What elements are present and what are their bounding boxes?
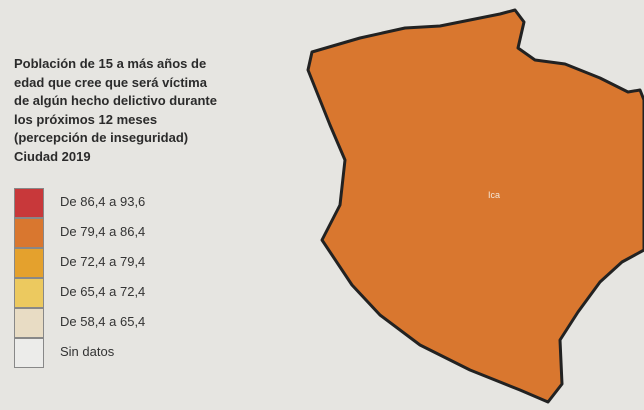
legend-title-line: Ciudad 2019 [14,148,91,164]
legend-title-line: Población de 15 a más años de [14,56,207,71]
legend-title-line: (percepción de inseguridad) [14,130,189,145]
legend-label: De 65,4 a 72,4 [60,284,146,299]
legend-label: De 86,4 a 93,6 [60,194,146,209]
legend-label: De 58,4 a 65,4 [60,314,146,329]
region-ica [306,8,644,404]
legend-label: Sin datos [60,344,115,359]
legend-label: De 79,4 a 86,4 [60,224,146,239]
legend-title-line: de algún hecho delictivo durante [14,93,217,108]
legend-swatch [14,218,44,248]
legend-swatch [14,278,44,308]
region-label: Ica [488,190,500,200]
legend-swatch [14,248,44,278]
legend-swatch [14,188,44,218]
legend-swatch [14,308,44,338]
legend-label: De 72,4 a 79,4 [60,254,146,269]
legend-title-line: edad que cree que será víctima [14,74,207,90]
legend-swatch [14,338,44,368]
legend-title-line: los próximos 12 meses [14,111,158,127]
